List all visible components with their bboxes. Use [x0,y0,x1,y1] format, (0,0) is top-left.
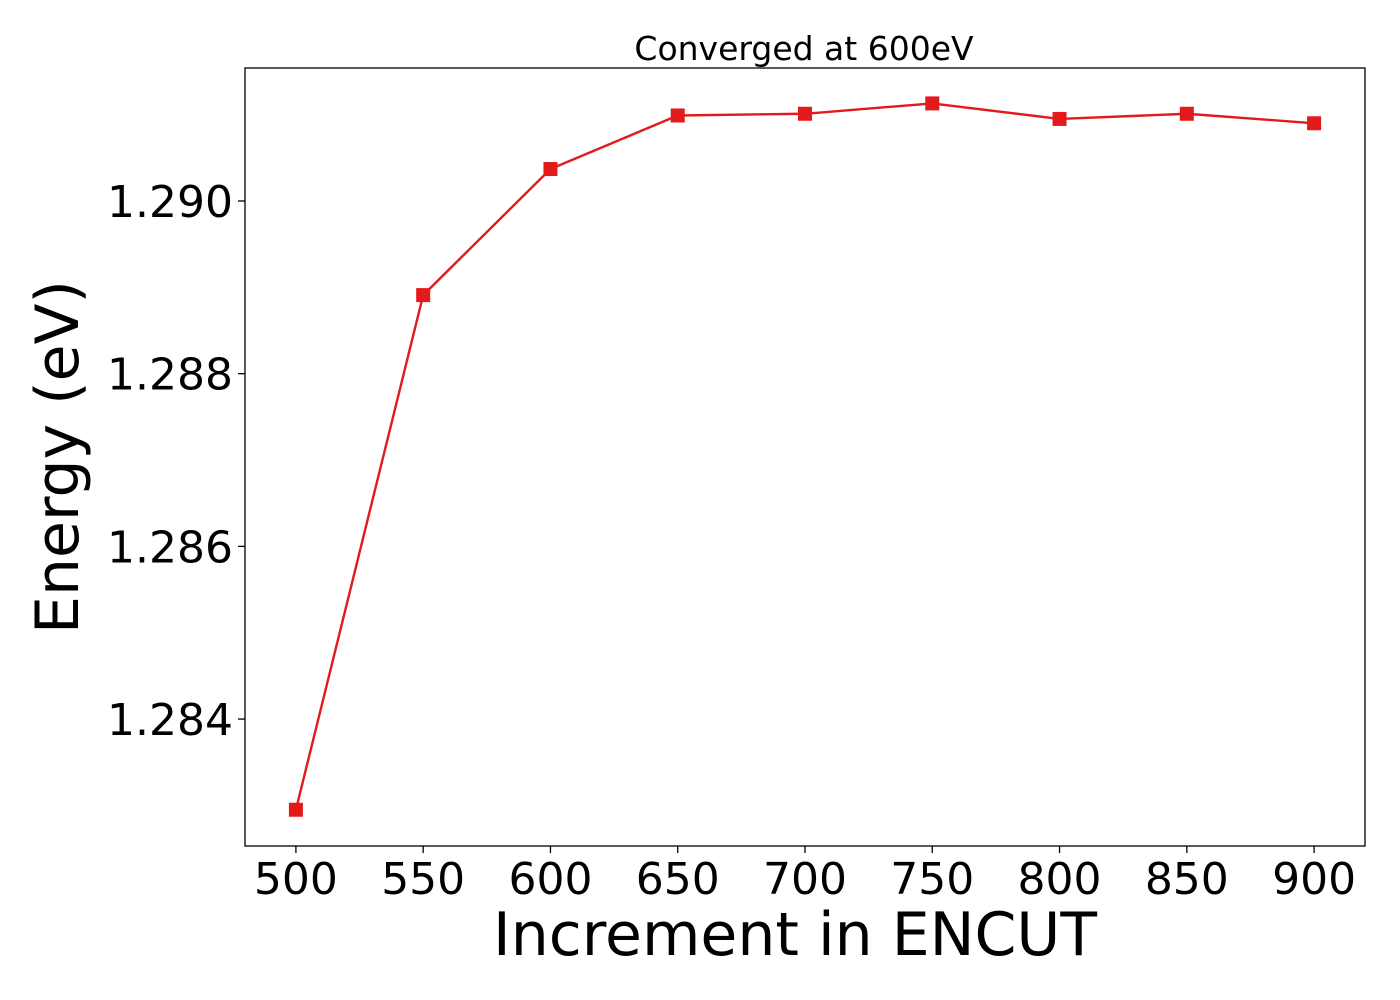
x-axis-label: Increment in ENCUT [493,900,1097,970]
x-tick-label: 600 [508,854,592,905]
chart-title: Converged at 600eV [634,29,974,68]
y-axis: 1.284 1.286 1.288 1.290 [107,177,245,746]
x-axis: 500 550 600 650 700 750 800 850 900 [254,846,1356,905]
x-tick-label: 500 [254,854,338,905]
x-tick-label: 550 [381,854,465,905]
x-tick-label: 800 [1018,854,1102,905]
x-tick-label: 900 [1272,854,1356,905]
y-tick-label: 1.290 [107,177,233,228]
y-axis-label: Energy (eV) [23,280,93,634]
data-point-marker [543,162,558,177]
data-point-marker [1179,106,1194,121]
x-tick-label: 850 [1145,854,1229,905]
data-point-marker [798,106,812,121]
y-tick-label: 1.288 [107,350,233,401]
y-tick-label: 1.284 [107,695,233,746]
data-point-marker [1307,116,1322,131]
x-tick-label: 750 [890,854,974,905]
series-line [294,102,1315,811]
series-group [288,96,1322,817]
data-point-marker [1052,111,1067,126]
x-tick-label: 650 [636,854,720,905]
data-point-marker [925,96,940,111]
data-point-marker [288,802,303,817]
y-tick-label: 1.286 [107,522,233,573]
x-tick-label: 700 [763,854,847,905]
plot-area-frame [244,67,1366,847]
data-point-marker [416,288,431,303]
data-point-marker [670,108,685,123]
